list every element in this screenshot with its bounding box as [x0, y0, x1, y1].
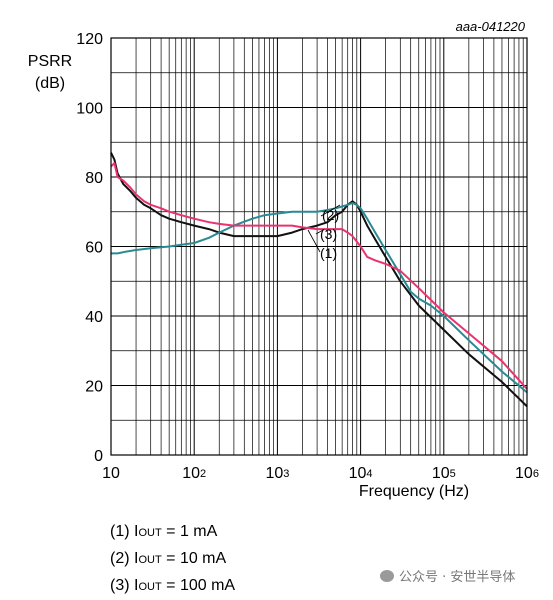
y-tick-label: 20 [85, 379, 103, 396]
y-tick-label: 100 [76, 101, 103, 118]
y-tick-label: 120 [76, 31, 103, 48]
x-axis-label: Frequency (Hz) [359, 483, 469, 500]
annotation-1: (1) [320, 245, 337, 261]
legend-item-3: (3) IOUT = 100 mA [110, 577, 236, 594]
psrr-chart: 0 20 40 60 80 100 120 10 102 103 104 105 106 PSRR (… [28, 19, 539, 500]
watermark-text: 公众号 · 安世半导体 [399, 570, 516, 585]
x-tick-labels: 10 102 103 104 105 106 [102, 465, 539, 482]
series-line-2 [111, 202, 528, 394]
series-line-1 [110, 152, 528, 408]
y-tick-label: 40 [85, 309, 103, 326]
chart-series [110, 152, 528, 408]
x-tick-label: 10 [102, 465, 120, 482]
x-tick-label: 102 [182, 465, 206, 482]
annotation-leader-3 [315, 229, 324, 235]
watermark: 公众号 · 安世半导体 [380, 566, 515, 585]
plot-frame [110, 37, 528, 456]
x-tick-label: 104 [349, 465, 373, 482]
wechat-icon [380, 569, 394, 582]
curve-legend: (1) IOUT = 1 mA (2) IOUT = 10 mA (3) IOU… [110, 519, 235, 600]
figure-id: aaa-041220 [456, 19, 526, 34]
x-tick-label: 103 [265, 465, 289, 482]
x-tick-label: 106 [515, 465, 539, 482]
y-tick-labels: 0 20 40 60 80 100 120 [76, 31, 103, 465]
curve-annotations: (2) (3) (1) [307, 204, 341, 261]
y-tick-label: 0 [94, 448, 103, 465]
y-tick-label: 60 [85, 240, 103, 257]
chart-grid [110, 37, 527, 456]
legend-item-1: (1) IOUT = 1 mA [110, 523, 218, 540]
series-line-3 [110, 162, 528, 390]
annotation-leader-1 [307, 229, 321, 253]
y-tick-label: 80 [85, 170, 103, 187]
y-axis-label-line-1: PSRR [28, 53, 72, 70]
legend-item-2: (2) IOUT = 10 mA [110, 550, 227, 567]
annotation-3: (3) [320, 226, 337, 242]
annotation-leader-2 [320, 204, 341, 217]
x-tick-label: 105 [432, 465, 456, 482]
annotation-2: (2) [322, 207, 339, 223]
y-axis-label-line-2: (dB) [35, 75, 65, 92]
